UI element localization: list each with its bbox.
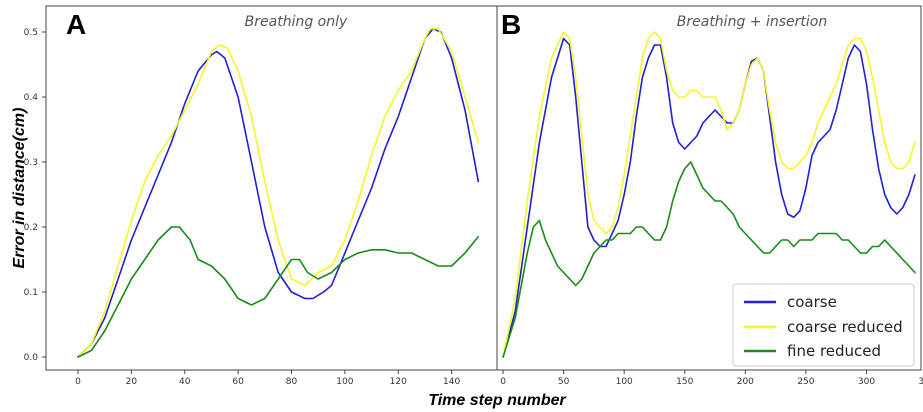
panel-a-y-tick-label: 0.0 [24, 353, 39, 363]
panel-b-line-fine-reduced [502, 161, 916, 358]
panel-b-x-tick-label: 250 [797, 377, 814, 387]
panel-b-lines [502, 31, 916, 358]
panel-a-lines [77, 27, 480, 358]
panel-a-line-fine-reduced [77, 226, 480, 358]
panel-a-title: Breathing only [245, 14, 348, 30]
panel-b-title: Breathing + insertion [677, 14, 827, 30]
panel-b-x-tick-label: 200 [737, 377, 754, 387]
panel-a-x-tick-label: 20 [126, 377, 138, 387]
panel-b-x-tick-label: 350 [918, 377, 923, 387]
panel-a-line-coarse-reduced [77, 27, 480, 358]
panel-a-y-tick-label: 0.5 [24, 28, 38, 38]
panel-a-frame [45, 5, 498, 371]
legend: coarse coarse reduced fine reduced [732, 283, 915, 367]
legend-frame [732, 283, 915, 367]
panel-a-letter: A [66, 9, 86, 40]
panel-b-x-tick-label: 100 [616, 377, 633, 387]
panel-a-y-tick-label: 0.4 [24, 93, 39, 103]
panel-a-x-ticks: 0 20 40 60 80 100 120 140 [75, 370, 460, 387]
panel-b-line-coarse-reduced [502, 31, 916, 358]
panel-a-x-tick-label: 40 [179, 377, 191, 387]
panel-a-x-tick-label: 140 [443, 377, 460, 387]
panel-a-x-tick-label: 60 [232, 377, 244, 387]
legend-label-coarse-reduced: coarse reduced [787, 318, 903, 336]
panel-b-x-tick-label: 0 [500, 377, 506, 387]
panel-b-letter: B [501, 9, 521, 40]
panel-a-y-tick-label: 0.2 [24, 223, 38, 233]
panel-b-x-ticks: 0 50 100 150 200 250 300 350 [500, 370, 923, 387]
panel-b-x-tick-label: 50 [558, 377, 570, 387]
legend-label-fine-reduced: fine reduced [787, 342, 881, 360]
x-axis-label: Time step number [428, 392, 566, 409]
panel-a: 0 20 40 60 80 100 120 140 0.00.10.20.30.40.5 A … [24, 5, 498, 387]
panel-b-x-tick-label: 150 [676, 377, 693, 387]
panel-a-x-tick-label: 100 [336, 377, 353, 387]
panel-b-x-tick-label: 300 [858, 377, 875, 387]
y-axis-label: Error in distance(cm) [11, 108, 28, 269]
legend-label-coarse: coarse [787, 293, 837, 311]
panel-a-line-coarse [77, 27, 480, 358]
panel-a-y-tick-label: 0.3 [24, 158, 38, 168]
panel-a-y-ticks: 0.0 0.1 0.2 0.3 0.4 0.5 [24, 28, 46, 363]
panel-a-y-tick-label: 0.1 [24, 288, 38, 298]
panel-a-x-tick-label: 80 [286, 377, 298, 387]
panel-a-x-tick-label: 120 [390, 377, 407, 387]
panel-a-x-tick-label: 0 [75, 377, 81, 387]
